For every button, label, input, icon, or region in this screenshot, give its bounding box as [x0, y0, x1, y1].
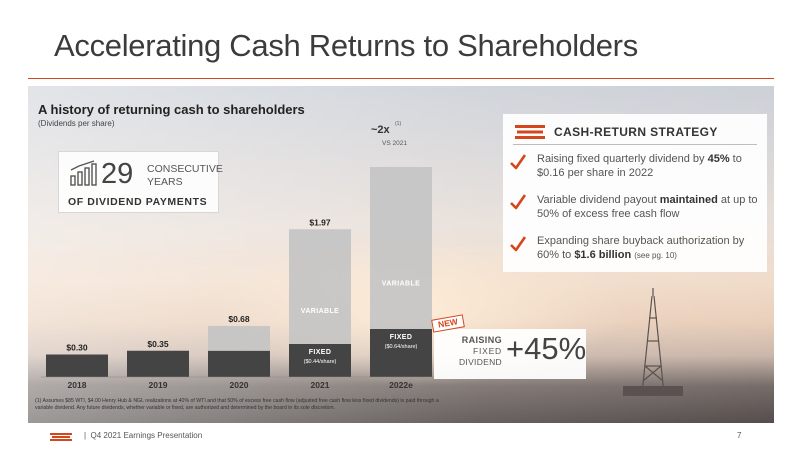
company-logo-icon — [50, 433, 72, 441]
bar-fixed-2022e — [370, 329, 432, 377]
checkmark-icon — [510, 236, 526, 252]
cash-stack-icon — [515, 125, 545, 139]
strategy-item: Raising fixed quarterly dividend by 45% … — [537, 153, 742, 179]
checkmark-icon — [510, 194, 526, 210]
x-tick-label: 2022e — [389, 380, 413, 390]
consecutive-years-callout: 29 CONSECUTIVE YEARS OF DIVIDEND PAYMENT… — [58, 151, 223, 213]
raise-label-line3: DIVIDEND — [458, 357, 502, 367]
raise-label-line1: RAISING — [461, 335, 502, 345]
raise-label-line2: FIXED — [472, 346, 502, 356]
years-count: 29 — [101, 158, 134, 190]
years-label-line1: CONSECUTIVE — [147, 163, 223, 175]
slide-title: Accelerating Cash Returns to Shareholder… — [54, 28, 638, 63]
doubling-footnote-ref: (1) — [395, 121, 402, 127]
bar-variable-2020 — [208, 326, 270, 351]
bar-chart-growth-icon — [70, 160, 97, 186]
fixed-segment-value: ($0.44/share) — [304, 359, 337, 365]
strategy-title: CASH-RETURN STRATEGY — [554, 125, 718, 139]
bar-value-label: $1.97 — [309, 217, 331, 227]
bar-fixed-2020 — [208, 350, 270, 377]
page-number: 7 — [737, 431, 742, 440]
strategy-item: Variable dividend payout maintained at u… — [537, 194, 758, 220]
raise-percentage: +45% — [506, 331, 587, 366]
fixed-segment-label: FIXED — [309, 349, 332, 356]
variable-segment-label: VARIABLE — [382, 280, 420, 287]
x-tick-label: 2019 — [149, 380, 168, 390]
x-tick-label: 2020 — [230, 380, 249, 390]
strategy-divider — [513, 144, 757, 145]
strategy-item: Expanding share buyback authorization by… — [537, 235, 745, 261]
years-label: CONSECUTIVE YEARS — [147, 163, 223, 189]
title-divider — [28, 78, 774, 79]
bar-fixed-2021 — [289, 344, 351, 377]
bar-value-label: $0.35 — [147, 339, 169, 349]
bar-value-label: $0.30 — [66, 343, 88, 353]
x-tick-label: 2021 — [311, 380, 330, 390]
fixed-segment-label: FIXED — [390, 334, 413, 341]
years-caption: OF DIVIDEND PAYMENTS — [68, 196, 208, 208]
bar-fixed-2018 — [46, 354, 108, 377]
cash-return-strategy-panel: CASH-RETURN STRATEGY Raising fixed quart… — [503, 114, 767, 272]
bar-fixed-2019 — [127, 350, 189, 377]
bar-variable-2022e — [370, 167, 432, 329]
doubling-annotation: ~2x — [371, 124, 390, 136]
footer-text: | Q4 2021 Earnings Presentation — [84, 431, 203, 440]
variable-segment-label: VARIABLE — [301, 308, 339, 315]
bar-variable-2021 — [289, 229, 351, 344]
fixed-dividend-raise-callout: RAISING FIXED DIVIDEND +45% — [434, 329, 586, 379]
x-tick-label: 2018 — [68, 380, 87, 390]
footnote: (1) Assumes $85 WTI, $4.00 Henry Hub & N… — [35, 398, 439, 411]
checkmark-icon — [510, 154, 526, 170]
chart-subtitle: (Dividends per share) — [38, 119, 115, 128]
bar-value-label: $0.68 — [228, 314, 250, 324]
chart-title: A history of returning cash to sharehold… — [38, 102, 305, 117]
years-label-line2: YEARS — [147, 176, 183, 188]
doubling-comparison: VS 2021 — [382, 140, 407, 147]
drilling-rig-icon — [623, 288, 683, 396]
fixed-segment-value: ($0.64/share) — [385, 344, 418, 350]
